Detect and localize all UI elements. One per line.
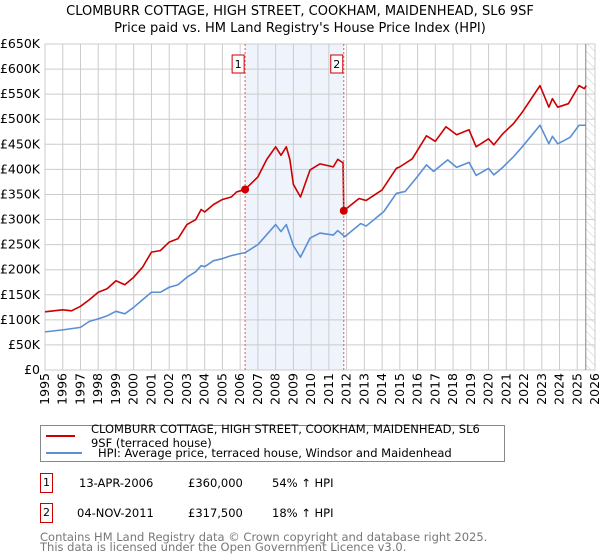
y-tick-label: £350K	[0, 186, 41, 201]
y-tick-label: £650K	[0, 36, 41, 51]
x-tick-label: 1997	[72, 373, 87, 405]
sale-point	[339, 206, 348, 215]
x-tick-label: 2023	[534, 373, 549, 405]
x-tick-label: 2019	[463, 373, 478, 405]
x-tick-label: 2005	[214, 373, 229, 405]
sale-badge-label: 2	[333, 58, 340, 71]
x-tick-label: 2003	[179, 373, 194, 405]
x-tick-label: 2016	[410, 373, 425, 405]
future-hatch	[585, 44, 595, 370]
x-tick-label: 2007	[250, 373, 265, 405]
y-tick-label: £400K	[0, 161, 41, 176]
chart-title: CLOMBURR COTTAGE, HIGH STREET, COOKHAM, …	[66, 4, 534, 19]
y-tick-label: £0	[24, 362, 40, 377]
y-tick-label: £200K	[0, 262, 41, 277]
x-tick-label: 2015	[392, 373, 407, 405]
x-tick-label: 2021	[498, 373, 513, 405]
legend-item-property: CLOMBURR COTTAGE, HIGH STREET, COOKHAM, …	[41, 422, 504, 450]
y-tick-label: £50K	[8, 337, 41, 352]
transaction-price: £360,000	[188, 476, 243, 490]
transaction-hpi: 18% ↑ HPI	[272, 506, 334, 520]
sale-badge-label: 1	[235, 58, 242, 71]
plot-border	[44, 43, 596, 371]
y-tick-label: £250K	[0, 237, 41, 252]
transaction-row: 1 13-APR-2006 £360,000 54% ↑ HPI	[40, 473, 440, 493]
x-tick-label: 1998	[90, 373, 105, 405]
legend-item-hpi: HPI: Average price, terraced house, Wind…	[41, 445, 452, 461]
x-tick-label: 2000	[126, 373, 141, 405]
transaction-badge: 2	[40, 503, 53, 523]
x-tick-label: 2004	[197, 373, 212, 405]
x-tick-label: 2018	[445, 373, 460, 405]
price-chart: 1 2 £0 £50K £100K £150K £200K £250K £300K £350K £4…	[0, 36, 600, 405]
transaction-date: 13-APR-2006	[79, 476, 154, 490]
y-tick-label: £500K	[0, 111, 41, 126]
y-tick-label: £300K	[0, 212, 41, 227]
sale-badge	[231, 54, 245, 74]
transaction-date: 04-NOV-2011	[77, 506, 154, 520]
legend: CLOMBURR COTTAGE, HIGH STREET, COOKHAM, …	[40, 422, 505, 462]
sale-point	[241, 185, 250, 194]
x-tick-label: 1995	[37, 373, 52, 405]
x-tick-label: 2022	[516, 373, 531, 405]
x-tick-label: 2025	[569, 373, 584, 405]
x-tick-label: 1999	[108, 373, 123, 405]
y-tick-label: £150K	[0, 287, 41, 302]
legend-swatch-hpi	[46, 452, 82, 454]
x-tick-label: 2020	[481, 373, 496, 405]
x-tick-label: 2002	[161, 373, 176, 405]
x-tick-label: 2001	[143, 373, 158, 405]
x-tick-label: 2012	[339, 373, 354, 405]
x-tick-label: 2024	[552, 373, 567, 405]
x-tick-label: 2009	[285, 373, 300, 405]
x-tick-label: 2014	[374, 373, 389, 405]
y-tick-label: £600K	[0, 61, 41, 76]
x-tick-label: 2017	[427, 373, 442, 405]
transaction-badge: 1	[40, 473, 53, 493]
x-tick-label: 2026	[587, 373, 600, 405]
y-tick-label: £550K	[0, 86, 41, 101]
transaction-hpi: 54% ↑ HPI	[272, 476, 334, 490]
sale-badge	[330, 54, 344, 74]
x-tick-label: 2013	[356, 373, 371, 405]
shaded-period	[245, 44, 344, 370]
legend-label-property: CLOMBURR COTTAGE, HIGH STREET, COOKHAM, …	[90, 422, 480, 450]
y-tick-label: £450K	[0, 136, 41, 151]
footer-copyright: Contains HM Land Registry data © Crown c…	[40, 530, 488, 544]
hpi-line	[44, 124, 587, 333]
y-tick-label: £100K	[0, 312, 41, 327]
transaction-row: 2 04-NOV-2011 £317,500 18% ↑ HPI	[40, 503, 440, 523]
legend-swatch-property	[46, 435, 75, 437]
footer-licence: This data is licensed under the Open Gov…	[40, 540, 407, 554]
x-tick-label: 1996	[55, 373, 70, 405]
transaction-price: £317,500	[188, 506, 243, 520]
x-tick-label: 2011	[321, 373, 336, 405]
x-tick-label: 2010	[303, 373, 318, 405]
legend-label-hpi: HPI: Average price, terraced house, Wind…	[98, 446, 452, 460]
x-tick-label: 2006	[232, 373, 247, 405]
x-tick-label: 2008	[268, 373, 283, 405]
chart-subtitle: Price paid vs. HM Land Registry's House …	[114, 21, 486, 36]
property-price-line	[44, 84, 587, 313]
